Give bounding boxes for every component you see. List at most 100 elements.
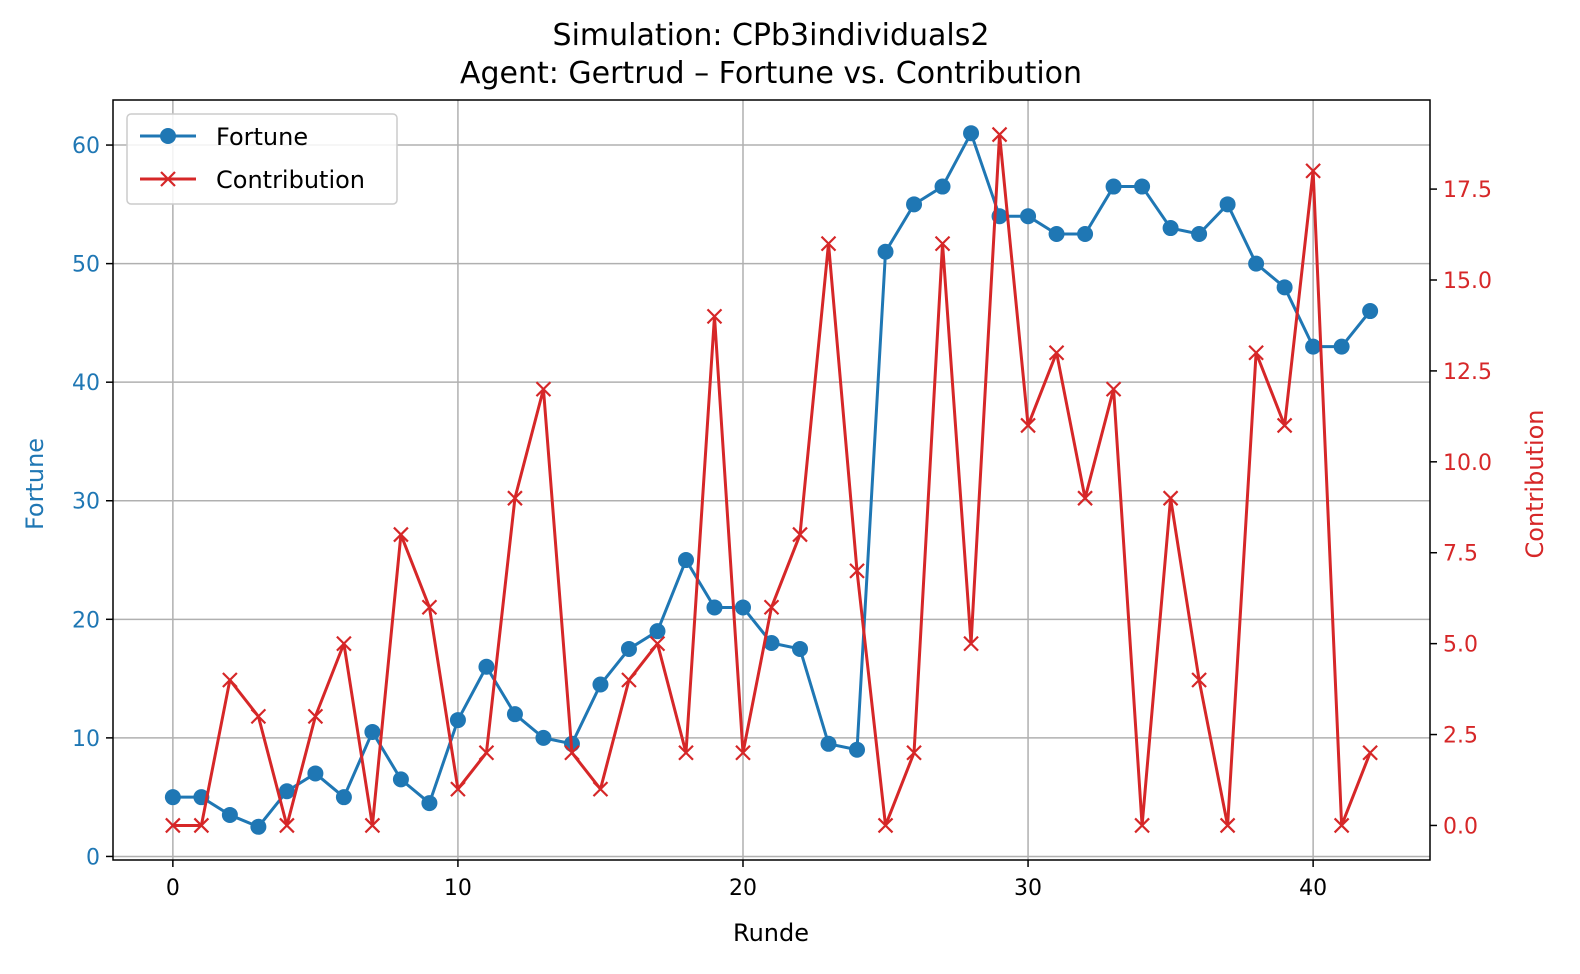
x-tick-label: 10 (444, 876, 472, 901)
y-tick-label-left: 40 (72, 371, 100, 396)
y-tick-label-right: 17.5 (1443, 178, 1492, 203)
fortune-point (849, 741, 866, 758)
y-tick-label-right: 5.0 (1443, 633, 1478, 658)
y-tick-label-right: 10.0 (1443, 451, 1492, 476)
contribution-point (621, 672, 637, 688)
contribution-point (364, 817, 381, 834)
legend-contribution-label: Contribution (216, 166, 365, 194)
x-tick-label: 30 (1014, 876, 1042, 901)
fortune-point (392, 771, 409, 788)
contribution-point (706, 308, 723, 325)
y-tick-label-right: 2.5 (1443, 724, 1478, 749)
contribution-point (849, 563, 865, 579)
y-tick-label-left: 20 (72, 608, 100, 633)
legend: Fortune Contribution (126, 113, 398, 205)
contribution-point (1305, 163, 1321, 179)
fortune-point (592, 676, 609, 693)
contribution-point (165, 817, 181, 834)
x-tick-label: 40 (1299, 876, 1327, 901)
legend-fortune-label: Fortune (216, 123, 308, 151)
contribution-point (307, 708, 324, 725)
contribution-point (564, 744, 580, 761)
contribution-point (678, 744, 694, 761)
y-tick-label-left: 30 (72, 490, 100, 515)
contribution-point (507, 490, 523, 506)
fortune-point (421, 795, 438, 812)
contribution-point (478, 744, 495, 761)
contribution-point (763, 599, 780, 616)
contribution-point (450, 781, 466, 797)
contribution-point (279, 817, 295, 834)
contribution-point (735, 744, 751, 761)
fortune-point (278, 783, 295, 800)
fortune-point (1305, 338, 1322, 355)
contribution-point (1077, 490, 1093, 506)
fortune-point (763, 635, 780, 652)
fortune-point (649, 623, 666, 640)
legend-fortune-marker (160, 128, 176, 144)
contribution-point (1333, 817, 1350, 834)
contribution-point (1248, 344, 1264, 361)
fortune-point (478, 658, 495, 675)
contribution-point (222, 672, 238, 688)
contribution-point (1191, 672, 1207, 688)
contribution-point (336, 635, 352, 652)
fortune-point (934, 178, 951, 195)
fortune-point (706, 599, 723, 616)
contribution-point (1105, 381, 1122, 397)
fortune-point (335, 789, 352, 806)
contribution-point (393, 526, 409, 543)
fortune-point (164, 789, 181, 806)
contribution-point (877, 817, 894, 834)
contribution-point (820, 235, 837, 252)
fortune-point (1248, 255, 1265, 272)
y-tick-label-right: 0.0 (1443, 814, 1478, 839)
contribution-point (535, 381, 552, 397)
legend-contribution-marker (160, 171, 176, 187)
contribution-point (1219, 817, 1236, 834)
contribution-point (792, 526, 808, 543)
fortune-point (1162, 220, 1179, 237)
fortune-point (1362, 303, 1379, 320)
x-tick-label: 0 (166, 876, 180, 901)
fortune-point (820, 735, 837, 752)
fortune-point (506, 706, 523, 723)
y-tick-label-left: 10 (72, 727, 100, 752)
y-tick-label-left: 50 (72, 253, 100, 278)
y-tick-label-right: 12.5 (1443, 360, 1492, 385)
contribution-point (1276, 417, 1293, 434)
fortune-point (1191, 225, 1208, 242)
fortune-point (906, 196, 923, 213)
fortune-point (1276, 279, 1293, 296)
fortune-point (1020, 208, 1037, 225)
contribution-point (1134, 817, 1150, 834)
contribution-point (1048, 344, 1065, 361)
x-tick-label: 20 (729, 876, 757, 901)
y-tick-label-right: 15.0 (1443, 269, 1492, 294)
contribution-point (1020, 417, 1036, 434)
fortune-point (535, 729, 552, 746)
contribution-point (1162, 490, 1179, 506)
contribution-point (250, 708, 267, 725)
y-tick-label-left: 0 (86, 845, 100, 870)
plot-frame (112, 99, 1431, 861)
x-axis-label: Runde (733, 919, 809, 947)
contribution-point (906, 744, 922, 761)
contribution-point (421, 599, 438, 616)
fortune-point (1219, 196, 1236, 213)
fortune-point (1048, 225, 1065, 242)
fortune-point (792, 640, 809, 657)
fortune-point (734, 599, 751, 616)
fortune-point (1134, 178, 1151, 195)
fortune-point (364, 723, 381, 740)
contribution-point (592, 781, 609, 797)
contribution-point (934, 235, 951, 252)
fortune-point (250, 818, 267, 835)
fortune-point (1333, 338, 1350, 355)
fortune-point (449, 712, 466, 729)
ticks: 0 10 20 30 40 0 10 20 30 40 50 60 0.0 2.5 5.0 7.5 10.0 12… (72, 134, 1492, 901)
chart-title-line1: Simulation: CPb3individuals2 (553, 18, 990, 53)
fortune-point (1077, 225, 1094, 242)
y-axis-label-left: Fortune (21, 438, 49, 530)
